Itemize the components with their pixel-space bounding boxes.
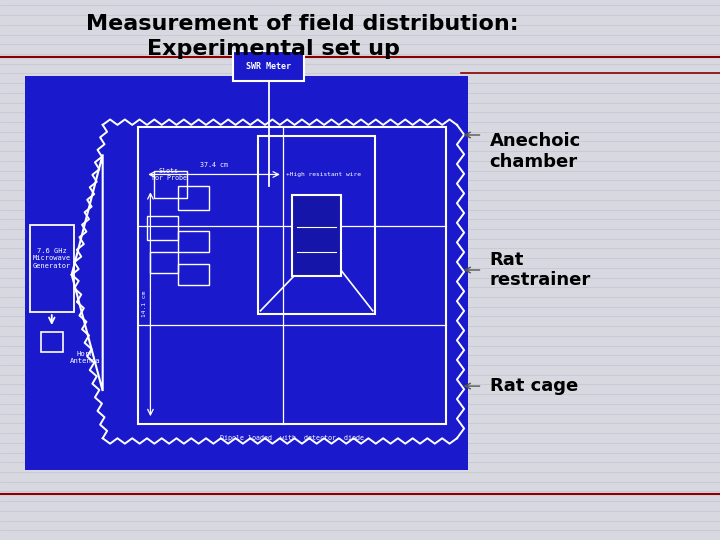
Text: SWR Meter: SWR Meter [246,62,291,71]
Text: Rat
restrainer: Rat restrainer [490,251,591,289]
Bar [148,216,178,240]
Text: 14.1 cm: 14.1 cm [142,291,147,318]
Bar [41,332,63,352]
Bar [292,195,341,275]
Bar [178,231,209,252]
Text: Rat cage: Rat cage [490,377,578,395]
Bar [25,76,468,470]
Bar [258,136,375,314]
Text: Measurement of field distribution:: Measurement of field distribution: [86,14,518,35]
Text: +High resistant wire: +High resistant wire [287,172,361,177]
Bar [178,264,209,285]
Bar [30,225,74,312]
Bar [138,127,446,424]
Bar [233,51,304,81]
Bar [178,186,209,210]
Text: Dipole loaded  with  detector  diode: Dipole loaded with detector diode [220,435,364,441]
Text: Horn
Antenna: Horn Antenna [70,351,100,364]
Text: Slots
for Probe: Slots for Probe [151,168,187,181]
Bar [153,172,187,198]
Text: Experimental set up: Experimental set up [147,38,400,59]
Text: 37.4 cm: 37.4 cm [200,162,228,168]
Text: Anechoic
chamber: Anechoic chamber [490,132,581,171]
Bar [150,252,178,273]
Text: 7.6 GHz
Microwave
Generator: 7.6 GHz Microwave Generator [32,248,71,269]
